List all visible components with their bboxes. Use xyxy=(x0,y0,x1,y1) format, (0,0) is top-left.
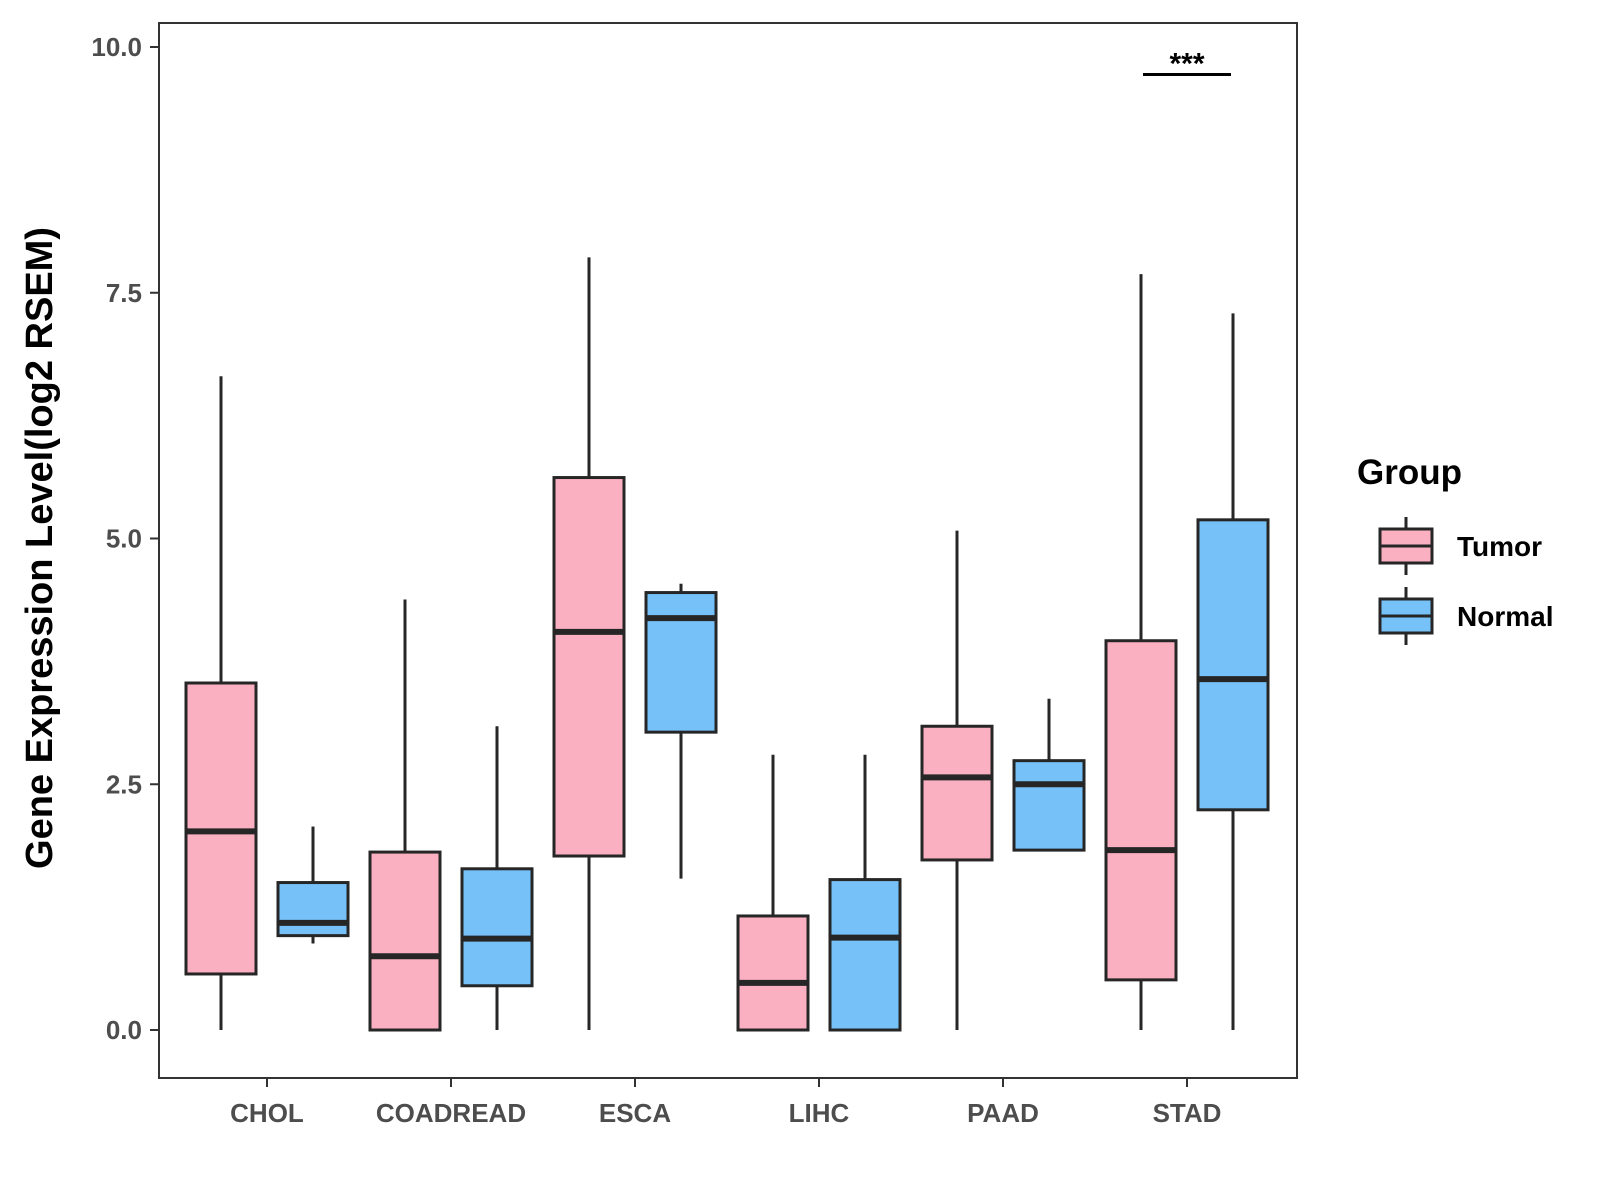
x-axis: CHOL COADREAD ESCA LIHC PAAD STAD xyxy=(230,1078,1221,1128)
box-tumor-esca xyxy=(552,257,626,1030)
box-normal-lihc xyxy=(828,754,902,1032)
box-tumor-lihc xyxy=(736,754,810,1032)
y-tick-label: 7.5 xyxy=(106,278,142,308)
box-tumor-stad xyxy=(1104,274,1178,1030)
legend-key-tumor xyxy=(1378,517,1434,575)
box-body xyxy=(920,724,994,862)
legend: Group Tumor Normal xyxy=(1357,453,1553,645)
box-body xyxy=(736,914,810,1032)
legend-label-tumor: Tumor xyxy=(1457,531,1542,562)
box-body xyxy=(1104,639,1178,982)
x-tick-label: COADREAD xyxy=(376,1098,526,1128)
box-body xyxy=(644,591,718,734)
box-body xyxy=(828,878,902,1032)
legend-title: Group xyxy=(1357,453,1462,492)
box-body xyxy=(552,476,626,858)
box-normal-paad xyxy=(1012,698,1086,852)
box-body xyxy=(460,867,534,988)
box-body xyxy=(1196,518,1270,812)
box-body xyxy=(368,850,442,1032)
x-tick-label: ESCA xyxy=(599,1098,671,1128)
box-body xyxy=(1012,759,1086,852)
box-tumor-paad xyxy=(920,530,994,1030)
box-normal-coadread xyxy=(460,726,534,1030)
x-tick-label: CHOL xyxy=(230,1098,304,1128)
y-axis-title: Gene Expression Level(log2 RSEM) xyxy=(19,227,61,869)
box-normal-esca xyxy=(644,583,718,879)
box-normal-chol xyxy=(276,826,350,944)
significance-label: *** xyxy=(1169,48,1204,81)
legend-label-normal: Normal xyxy=(1457,601,1553,632)
y-tick-label: 10.0 xyxy=(91,32,142,62)
box-tumor-chol xyxy=(184,376,258,1030)
x-tick-label: LIHC xyxy=(789,1098,850,1128)
x-tick-label: PAAD xyxy=(967,1098,1039,1128)
x-tick-label: STAD xyxy=(1153,1098,1222,1128)
plot-area: *** xyxy=(158,22,1298,1079)
box-normal-stad xyxy=(1196,313,1270,1030)
legend-key-normal xyxy=(1378,587,1434,645)
box-body xyxy=(276,881,350,938)
y-tick-label: 0.0 xyxy=(106,1015,142,1045)
y-tick-label: 2.5 xyxy=(106,769,142,799)
panel-border xyxy=(158,22,1298,1079)
y-tick-label: 5.0 xyxy=(106,524,142,554)
box-tumor-coadread xyxy=(368,599,442,1032)
y-axis: 0.0 2.5 5.0 7.5 10.0 xyxy=(91,32,159,1045)
